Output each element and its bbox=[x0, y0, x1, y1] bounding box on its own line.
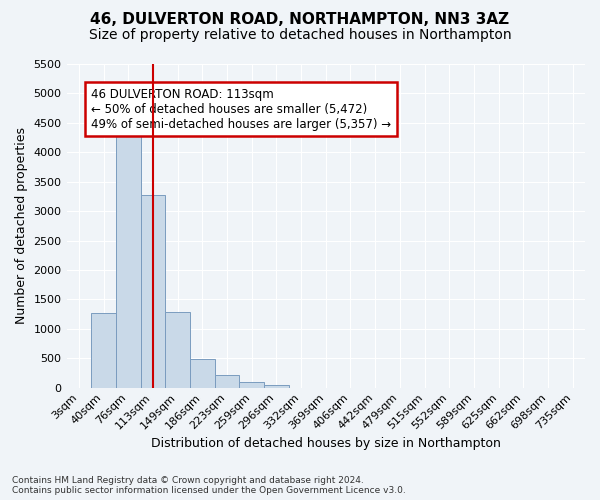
Text: 46, DULVERTON ROAD, NORTHAMPTON, NN3 3AZ: 46, DULVERTON ROAD, NORTHAMPTON, NN3 3AZ bbox=[91, 12, 509, 28]
Text: Size of property relative to detached houses in Northampton: Size of property relative to detached ho… bbox=[89, 28, 511, 42]
Bar bbox=[91, 314, 116, 388]
Bar bbox=[116, 133, 140, 388]
Bar bbox=[215, 375, 239, 388]
Bar bbox=[190, 359, 215, 388]
Y-axis label: Number of detached properties: Number of detached properties bbox=[15, 128, 28, 324]
Text: 46 DULVERTON ROAD: 113sqm
← 50% of detached houses are smaller (5,472)
49% of se: 46 DULVERTON ROAD: 113sqm ← 50% of detac… bbox=[91, 88, 391, 130]
X-axis label: Distribution of detached houses by size in Northampton: Distribution of detached houses by size … bbox=[151, 437, 501, 450]
Bar bbox=[165, 312, 190, 388]
Bar bbox=[239, 382, 264, 388]
Bar bbox=[264, 384, 289, 388]
Text: Contains HM Land Registry data © Crown copyright and database right 2024.
Contai: Contains HM Land Registry data © Crown c… bbox=[12, 476, 406, 495]
Bar bbox=[140, 194, 165, 388]
